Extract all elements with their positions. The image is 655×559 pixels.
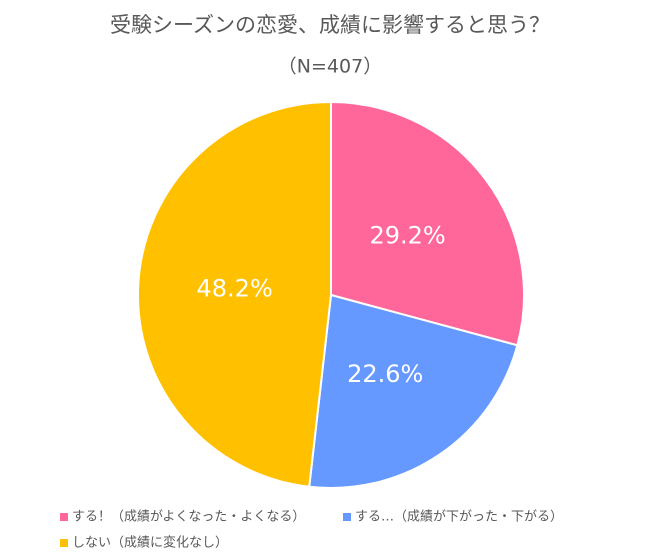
pie-slice (137, 100, 332, 488)
data-label: 29.2% (369, 221, 445, 249)
chart-title: 受験シーズンの恋愛、成績に影響すると思う？ (110, 13, 550, 37)
legend-label: する！（成績がよくなった・よくなる） (72, 510, 305, 525)
pie-slice (308, 293, 519, 489)
data-label: 22.6% (347, 360, 423, 388)
legend-swatch (60, 513, 68, 521)
pie-slice (330, 100, 525, 347)
legend-swatch (60, 539, 68, 547)
chart-subtitle: （N=407） (278, 56, 382, 78)
legend-label: する…（成績が下がった・下がる） (355, 510, 563, 525)
legend-swatch (343, 513, 351, 521)
data-label: 48.2% (197, 275, 273, 303)
legend-label: しない（成績に変化なし） (72, 535, 228, 551)
